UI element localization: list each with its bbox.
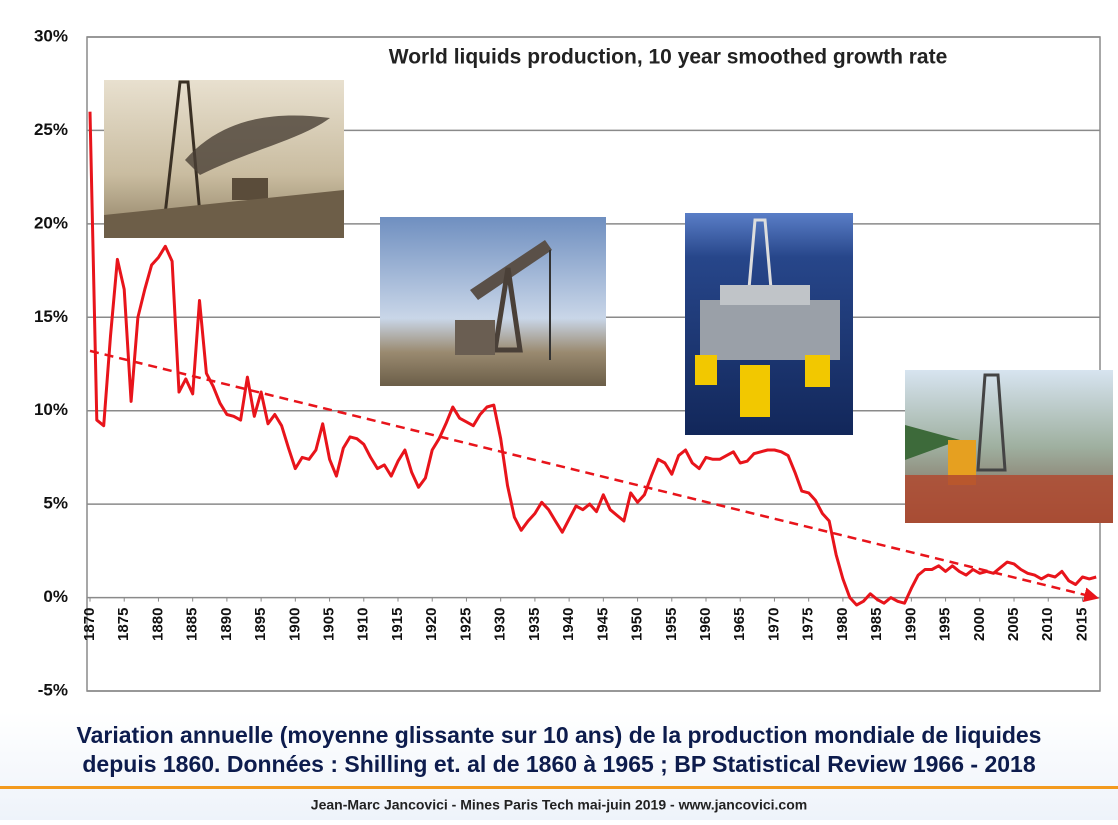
x-tick-label: 1950 xyxy=(629,608,646,641)
photo-pumpjack xyxy=(380,217,606,386)
x-tick-label: 1890 xyxy=(218,608,235,641)
x-tick-label: 1990 xyxy=(902,608,919,641)
y-tick-label: 30% xyxy=(34,26,68,45)
photo-wooden-derrick xyxy=(104,80,344,238)
y-tick-label: 10% xyxy=(34,400,68,419)
x-tick-label: 1965 xyxy=(731,608,748,641)
x-tick-label: 1970 xyxy=(765,608,782,641)
x-tick-label: 1920 xyxy=(423,608,440,641)
caption-line: depuis 1860. Données : Shilling et. al d… xyxy=(82,751,1035,777)
x-tick-label: 1875 xyxy=(115,608,132,641)
x-tick-label: 1935 xyxy=(526,608,543,641)
x-tick-label: 1985 xyxy=(868,608,885,641)
x-tick-label: 1880 xyxy=(149,608,166,641)
x-tick-label: 1980 xyxy=(834,608,851,641)
x-tick-label: 1955 xyxy=(663,608,680,641)
x-tick-label: 2000 xyxy=(971,608,988,641)
y-tick-label: -5% xyxy=(38,680,68,699)
y-tick-label: 20% xyxy=(34,213,68,232)
x-tick-label: 1905 xyxy=(321,608,338,641)
x-tick-label: 1975 xyxy=(800,608,817,641)
trend-line xyxy=(89,349,1100,603)
x-tick-label: 1940 xyxy=(560,608,577,641)
x-tick-label: 1960 xyxy=(697,608,714,641)
x-tick-label: 2015 xyxy=(1073,608,1090,641)
x-tick-label: 1995 xyxy=(937,608,954,641)
y-tick-label: 5% xyxy=(43,494,68,513)
x-tick-label: 2010 xyxy=(1039,608,1056,641)
x-tick-label: 1895 xyxy=(252,608,269,641)
chart-title: World liquids production, 10 year smooth… xyxy=(389,46,948,69)
caption-background xyxy=(0,712,1118,820)
data-line xyxy=(88,111,1097,607)
y-tick-label: 25% xyxy=(34,120,68,139)
footer-rule xyxy=(0,786,1118,789)
x-tick-label: 1945 xyxy=(594,608,611,641)
x-tick-label: 1925 xyxy=(457,608,474,641)
photo-offshore-platform xyxy=(685,213,853,435)
caption-line: Variation annuelle (moyenne glissante su… xyxy=(77,722,1042,748)
y-tick-label: 0% xyxy=(43,587,68,606)
footer: Jean-Marc Jancovici - Mines Paris Tech m… xyxy=(311,797,807,813)
x-tick-label: 1910 xyxy=(355,608,372,641)
x-tick-label: 1900 xyxy=(286,608,303,641)
x-tick-label: 2005 xyxy=(1005,608,1022,641)
y-tick-label: 15% xyxy=(34,307,68,326)
photo-drilling-site xyxy=(905,370,1113,523)
x-tick-label: 1885 xyxy=(184,608,201,641)
x-tick-label: 1915 xyxy=(389,608,406,641)
x-tick-label: 1930 xyxy=(492,608,509,641)
x-tick-label: 1870 xyxy=(81,608,98,641)
